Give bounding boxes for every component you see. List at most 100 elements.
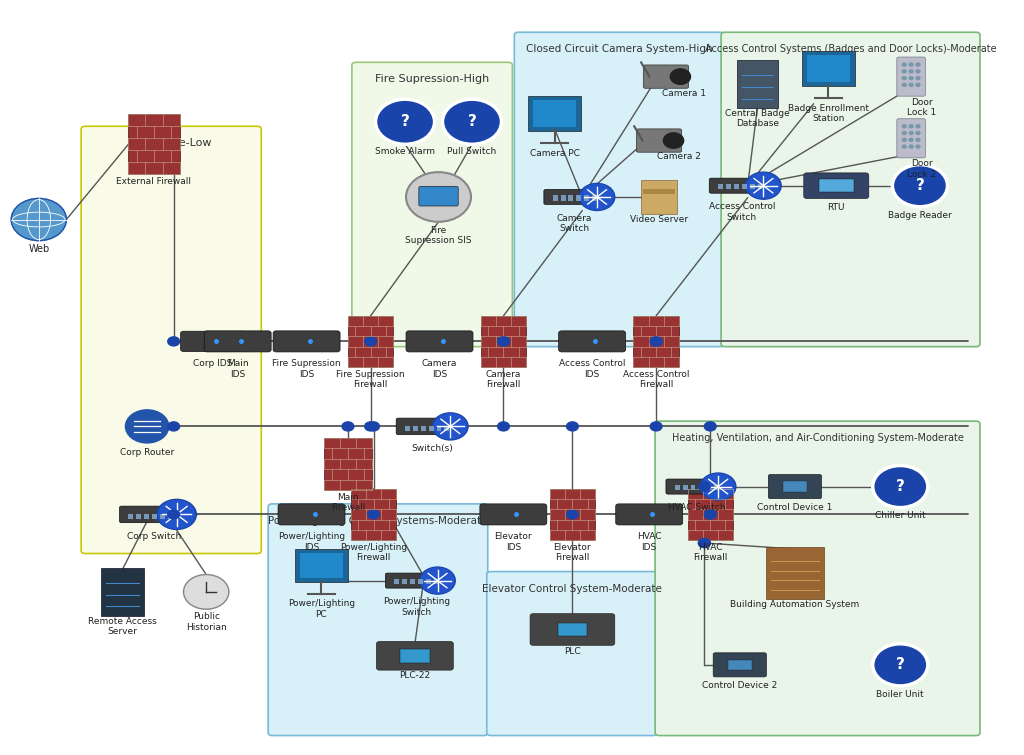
FancyBboxPatch shape bbox=[636, 129, 682, 153]
Circle shape bbox=[698, 538, 711, 547]
Circle shape bbox=[125, 410, 169, 443]
Circle shape bbox=[902, 125, 906, 128]
Circle shape bbox=[580, 183, 614, 211]
FancyBboxPatch shape bbox=[136, 513, 141, 519]
FancyBboxPatch shape bbox=[728, 660, 752, 670]
Circle shape bbox=[434, 414, 467, 439]
Circle shape bbox=[159, 501, 195, 528]
Circle shape bbox=[902, 131, 906, 134]
Circle shape bbox=[902, 76, 906, 79]
Circle shape bbox=[916, 70, 920, 72]
Circle shape bbox=[365, 422, 377, 431]
FancyBboxPatch shape bbox=[534, 100, 577, 127]
Circle shape bbox=[872, 644, 928, 686]
Text: Elevator
Firewall: Elevator Firewall bbox=[554, 543, 591, 562]
Text: Central Badge
Database: Central Badge Database bbox=[725, 109, 790, 128]
Text: Power/Lighting Control Systems-Moderate: Power/Lighting Control Systems-Moderate bbox=[268, 516, 487, 526]
FancyBboxPatch shape bbox=[152, 513, 157, 519]
Circle shape bbox=[909, 83, 913, 86]
Circle shape bbox=[902, 70, 906, 72]
Text: Camera 2: Camera 2 bbox=[656, 152, 700, 161]
FancyBboxPatch shape bbox=[713, 653, 766, 677]
FancyBboxPatch shape bbox=[690, 485, 695, 490]
Text: Boiler Unit: Boiler Unit bbox=[877, 689, 924, 698]
Circle shape bbox=[365, 337, 377, 346]
FancyBboxPatch shape bbox=[807, 55, 850, 82]
FancyBboxPatch shape bbox=[402, 579, 407, 584]
Text: Access Control
Firewall: Access Control Firewall bbox=[623, 370, 689, 390]
FancyBboxPatch shape bbox=[419, 186, 458, 206]
Circle shape bbox=[566, 422, 579, 431]
Text: HVAC
Firewall: HVAC Firewall bbox=[693, 543, 727, 562]
FancyBboxPatch shape bbox=[544, 190, 593, 205]
Text: Fire Supression-High: Fire Supression-High bbox=[375, 74, 489, 85]
FancyBboxPatch shape bbox=[144, 513, 150, 519]
FancyBboxPatch shape bbox=[180, 331, 246, 352]
Text: HVAC
IDS: HVAC IDS bbox=[637, 532, 662, 552]
Text: Power/Lighting
Firewall: Power/Lighting Firewall bbox=[340, 543, 408, 562]
FancyBboxPatch shape bbox=[687, 488, 733, 540]
Text: HVAC Switch: HVAC Switch bbox=[668, 503, 725, 512]
Circle shape bbox=[902, 83, 906, 86]
Text: ?: ? bbox=[400, 114, 410, 129]
Circle shape bbox=[650, 422, 662, 431]
FancyBboxPatch shape bbox=[737, 60, 778, 108]
Circle shape bbox=[698, 538, 711, 547]
Text: ?: ? bbox=[468, 114, 476, 129]
Circle shape bbox=[498, 422, 509, 431]
FancyBboxPatch shape bbox=[741, 184, 746, 190]
FancyBboxPatch shape bbox=[768, 475, 821, 498]
Text: Remote Access
Server: Remote Access Server bbox=[88, 617, 157, 636]
FancyBboxPatch shape bbox=[804, 173, 868, 199]
FancyBboxPatch shape bbox=[714, 485, 719, 490]
FancyBboxPatch shape bbox=[897, 57, 926, 96]
FancyBboxPatch shape bbox=[558, 623, 587, 636]
FancyBboxPatch shape bbox=[560, 196, 565, 201]
Circle shape bbox=[701, 474, 734, 499]
Circle shape bbox=[421, 569, 454, 593]
FancyBboxPatch shape bbox=[750, 184, 755, 190]
Text: Corporate-Low: Corporate-Low bbox=[130, 138, 212, 148]
Text: Control Device 2: Control Device 2 bbox=[702, 682, 777, 690]
Text: Power/Lighting
Switch: Power/Lighting Switch bbox=[383, 597, 451, 617]
FancyBboxPatch shape bbox=[568, 196, 573, 201]
Circle shape bbox=[498, 337, 509, 346]
FancyBboxPatch shape bbox=[675, 485, 680, 490]
FancyBboxPatch shape bbox=[758, 184, 763, 190]
FancyBboxPatch shape bbox=[385, 573, 434, 588]
Circle shape bbox=[442, 99, 502, 144]
FancyBboxPatch shape bbox=[421, 426, 426, 431]
FancyBboxPatch shape bbox=[348, 316, 393, 367]
FancyBboxPatch shape bbox=[559, 331, 626, 352]
FancyBboxPatch shape bbox=[394, 579, 399, 584]
Text: Camera 1: Camera 1 bbox=[662, 89, 706, 98]
Circle shape bbox=[909, 76, 913, 79]
FancyBboxPatch shape bbox=[707, 485, 712, 490]
Circle shape bbox=[168, 510, 179, 519]
Text: Control Device 1: Control Device 1 bbox=[757, 503, 833, 512]
Text: Door
Lock 1: Door Lock 1 bbox=[907, 97, 937, 117]
FancyBboxPatch shape bbox=[643, 65, 688, 88]
Text: ?: ? bbox=[896, 479, 904, 494]
FancyBboxPatch shape bbox=[710, 178, 761, 193]
FancyBboxPatch shape bbox=[683, 485, 687, 490]
Circle shape bbox=[700, 473, 736, 500]
Circle shape bbox=[705, 510, 716, 519]
Circle shape bbox=[664, 133, 684, 148]
FancyBboxPatch shape bbox=[273, 331, 340, 352]
Circle shape bbox=[157, 499, 197, 529]
Circle shape bbox=[748, 173, 779, 198]
Text: Corp Switch: Corp Switch bbox=[127, 532, 181, 541]
Circle shape bbox=[566, 510, 579, 519]
Text: Smoke Alarm: Smoke Alarm bbox=[375, 147, 435, 156]
Circle shape bbox=[368, 510, 380, 519]
FancyBboxPatch shape bbox=[634, 316, 679, 367]
Text: Access Control
Switch: Access Control Switch bbox=[709, 202, 775, 222]
Circle shape bbox=[342, 422, 354, 431]
Circle shape bbox=[705, 422, 716, 431]
Text: Fire
Supression SIS: Fire Supression SIS bbox=[406, 226, 472, 245]
Circle shape bbox=[909, 63, 913, 66]
Text: Closed Circuit Camera System-High: Closed Circuit Camera System-High bbox=[526, 45, 713, 54]
Text: Access Control
IDS: Access Control IDS bbox=[559, 359, 626, 379]
FancyBboxPatch shape bbox=[480, 504, 547, 525]
